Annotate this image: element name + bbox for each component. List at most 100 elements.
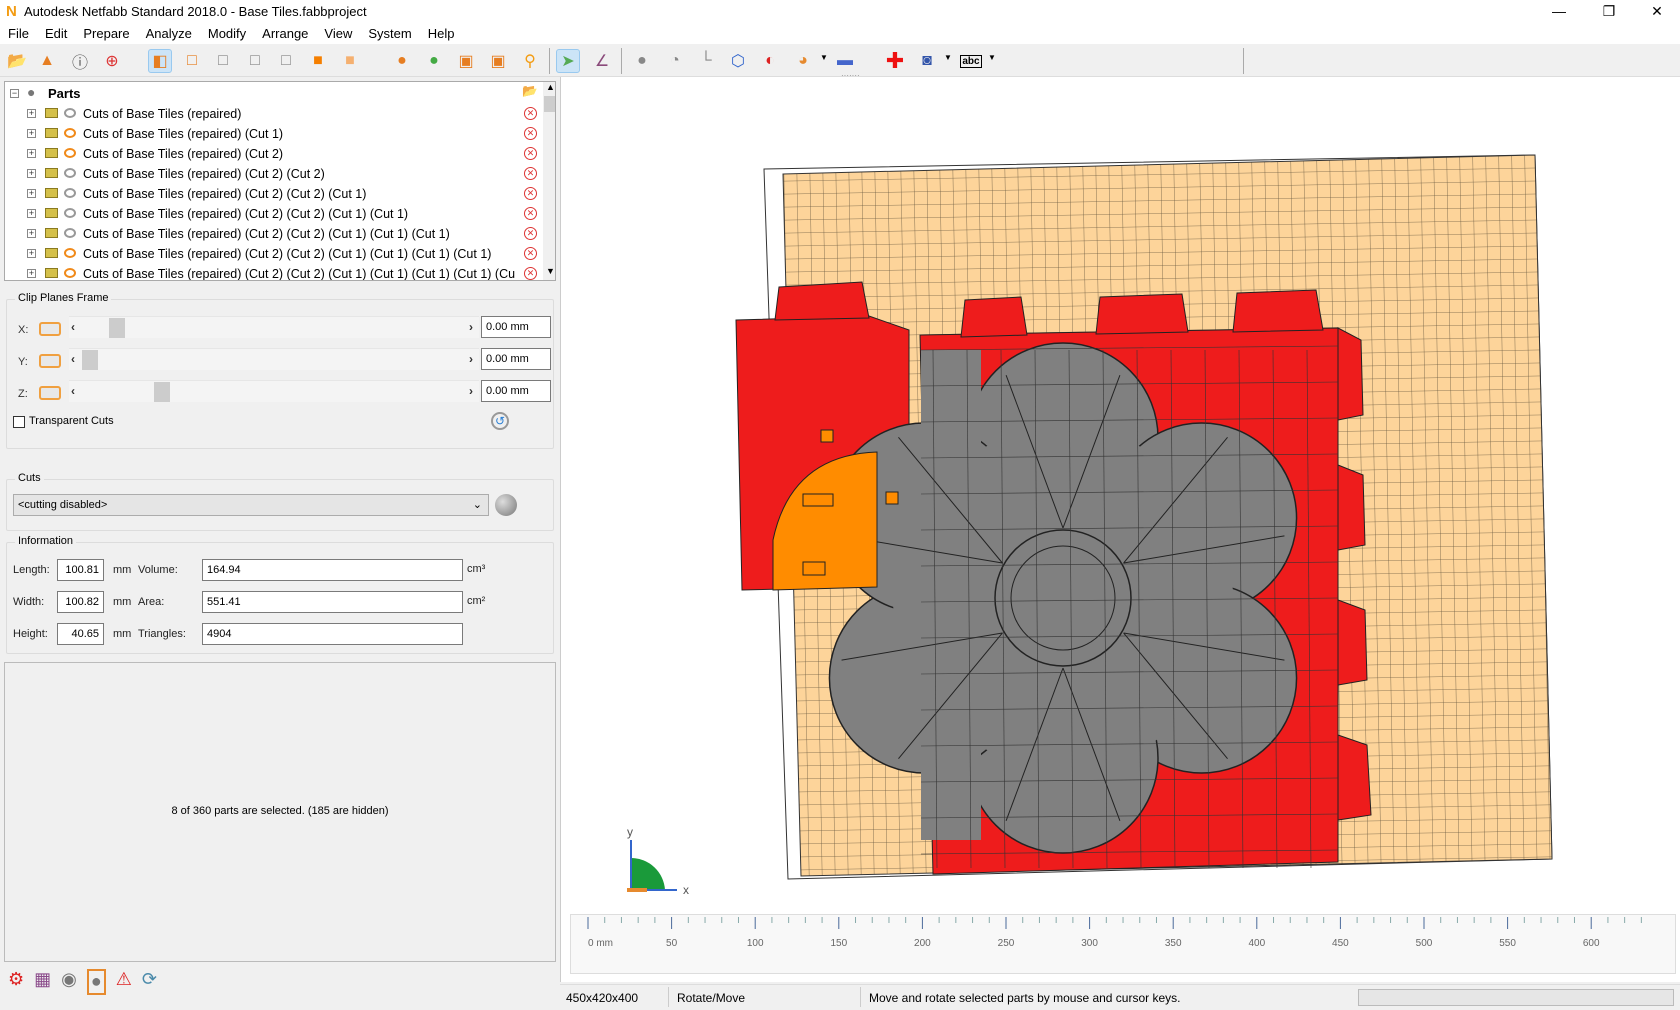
menu-prepare[interactable]: Prepare <box>83 26 130 41</box>
tree-item[interactable]: + Cuts of Base Tiles (repaired) (Cut 2) (… <box>5 244 537 264</box>
view-default-icon[interactable]: ◧ <box>148 49 172 73</box>
tree-scrollbar[interactable]: ▲ ▼ <box>543 82 555 280</box>
tree-item[interactable]: + Cuts of Base Tiles (repaired) (Cut 2) (… <box>5 224 537 244</box>
tree-item[interactable]: + Cuts of Base Tiles (repaired) (Cut 2) (… <box>5 204 537 224</box>
selection-handle[interactable] <box>802 561 826 576</box>
clip-y-input[interactable]: 0.00 mm <box>481 348 551 370</box>
clip-y-slider[interactable]: ‹ › <box>69 348 479 370</box>
close-button[interactable]: ✕ <box>1651 3 1663 19</box>
visibility-eye-icon[interactable] <box>64 148 76 158</box>
scroll-up-icon[interactable]: ▲ <box>546 82 555 92</box>
red-tab[interactable] <box>1095 293 1189 335</box>
shadow-icon[interactable]: ◙ <box>922 52 932 69</box>
red-tab[interactable] <box>774 281 870 321</box>
menu-edit[interactable]: Edit <box>44 26 68 41</box>
shading-icon[interactable]: ◕ <box>798 52 808 69</box>
align-icon[interactable]: └ <box>700 52 712 69</box>
refresh-icon[interactable]: ⟳ <box>141 969 157 989</box>
visibility-eye-icon[interactable] <box>64 128 76 138</box>
part-info-icon[interactable]: ⓘ <box>71 55 88 72</box>
visibility-eye-icon[interactable] <box>64 228 76 238</box>
clip-z-input[interactable]: 0.00 mm <box>481 380 551 402</box>
expand-icon[interactable]: + <box>27 228 36 238</box>
transparent-cuts-checkbox[interactable] <box>13 416 25 428</box>
visibility-eye-icon[interactable] <box>64 208 76 218</box>
box-icon[interactable]: ▣ <box>458 53 474 70</box>
visibility-eye-icon[interactable] <box>64 268 76 278</box>
menu-system[interactable]: System <box>368 26 412 41</box>
red-tab[interactable] <box>1232 289 1324 333</box>
visibility-eye-icon[interactable] <box>64 248 76 258</box>
minimize-button[interactable]: — <box>1552 3 1566 19</box>
3d-viewport[interactable]: y x ······· <box>560 71 1680 982</box>
remove-part-icon[interactable]: ✕ <box>524 187 537 200</box>
tree-item[interactable]: + Cuts of Base Tiles (repaired) (Cut 2) (… <box>5 164 537 184</box>
view-top-icon[interactable]: ■ <box>313 52 323 69</box>
visibility-eye-icon[interactable] <box>64 108 76 118</box>
sphere-slices-icon[interactable]: ◉ <box>61 969 77 989</box>
selection-handle[interactable] <box>820 429 834 443</box>
red-tab[interactable] <box>1337 734 1372 821</box>
red-tab[interactable] <box>1337 464 1366 551</box>
expand-icon[interactable]: + <box>27 248 36 258</box>
expand-icon[interactable]: + <box>27 168 36 178</box>
warning-icon[interactable]: ⚠ <box>115 969 132 989</box>
tree-item[interactable]: + Cuts of Base Tiles (repaired) ✕ <box>5 104 537 124</box>
reset-clip-icon[interactable]: ↺ <box>491 412 509 430</box>
remove-part-icon[interactable]: ✕ <box>524 147 537 160</box>
pointer-icon[interactable]: ➤ <box>556 49 580 73</box>
expand-icon[interactable]: + <box>27 268 36 278</box>
repair-icon[interactable]: ✚ <box>885 48 905 73</box>
add-shapes-icon[interactable]: ▲ <box>39 52 55 69</box>
scene[interactable]: y x <box>561 77 1680 982</box>
box-parts-icon[interactable]: ▣ <box>490 53 506 70</box>
red-tab[interactable] <box>1337 327 1364 421</box>
expand-icon[interactable]: + <box>27 108 36 118</box>
view-right-icon[interactable]: □ <box>281 52 291 69</box>
clip-y-toggle[interactable] <box>39 354 61 368</box>
clip-z-toggle[interactable] <box>39 386 61 400</box>
rotate-icon[interactable]: ◔ <box>670 52 680 69</box>
view-back-icon[interactable]: □ <box>218 52 228 69</box>
menu-help[interactable]: Help <box>427 26 455 41</box>
visibility-eye-icon[interactable] <box>64 188 76 198</box>
remove-part-icon[interactable]: ✕ <box>524 207 537 220</box>
parts-tree[interactable]: − ● Parts 📂 + Cuts of Base Tiles (repaire… <box>4 81 556 281</box>
clip-z-slider[interactable]: ‹ › <box>69 380 479 402</box>
red-tab[interactable] <box>960 296 1028 338</box>
remove-part-icon[interactable]: ✕ <box>524 247 537 260</box>
zoom-icon[interactable]: ⚲ <box>524 53 536 70</box>
select-all-icon[interactable]: ● <box>429 52 439 69</box>
scroll-thumb[interactable] <box>544 96 555 112</box>
tree-item[interactable]: + Cuts of Base Tiles (repaired) (Cut 2) (… <box>5 184 537 204</box>
open-parts-folder-icon[interactable]: 📂 <box>522 84 538 98</box>
move-icon[interactable]: ● <box>637 52 647 69</box>
remove-part-icon[interactable]: ✕ <box>524 267 537 280</box>
restore-button[interactable]: ❐ <box>1602 3 1616 19</box>
bounding-icon[interactable]: ⬡ <box>731 53 745 70</box>
cuts-select[interactable]: <cutting disabled> ⌄ <box>13 494 489 516</box>
label-abc-icon[interactable]: abc <box>957 49 985 73</box>
selected-orange-part[interactable] <box>772 451 878 591</box>
ruler-icon[interactable]: ▬ <box>837 52 853 69</box>
measure-plane-icon[interactable]: ∠ <box>594 53 610 70</box>
expand-icon[interactable]: + <box>27 128 36 138</box>
menu-arrange[interactable]: Arrange <box>262 26 309 41</box>
menu-file[interactable]: File <box>8 26 29 41</box>
expand-icon[interactable]: + <box>27 208 36 218</box>
view-left-icon[interactable]: □ <box>250 52 260 69</box>
remove-part-icon[interactable]: ✕ <box>524 167 537 180</box>
tree-item[interactable]: + Cuts of Base Tiles (repaired) (Cut 2) ✕ <box>5 144 537 164</box>
clip-x-toggle[interactable] <box>39 322 61 336</box>
slice-box-icon[interactable]: ▦ <box>34 969 52 989</box>
add-part-icon[interactable]: ⊕ <box>105 53 119 70</box>
tree-item[interactable]: + Cuts of Base Tiles (repaired) (Cut 1) ✕ <box>5 124 537 144</box>
repair-gear-icon[interactable]: ⚙ <box>8 969 25 989</box>
clip-x-slider[interactable]: ‹ › <box>69 316 479 338</box>
menu-modify[interactable]: Modify <box>207 26 247 41</box>
scroll-down-icon[interactable]: ▼ <box>546 266 555 276</box>
boolean-icon[interactable]: ◐ <box>765 52 775 69</box>
shading-dropdown-icon[interactable]: ▼ <box>820 53 828 62</box>
menu-view[interactable]: View <box>324 26 353 41</box>
tree-root-parts[interactable]: − ● Parts 📂 <box>5 84 538 104</box>
